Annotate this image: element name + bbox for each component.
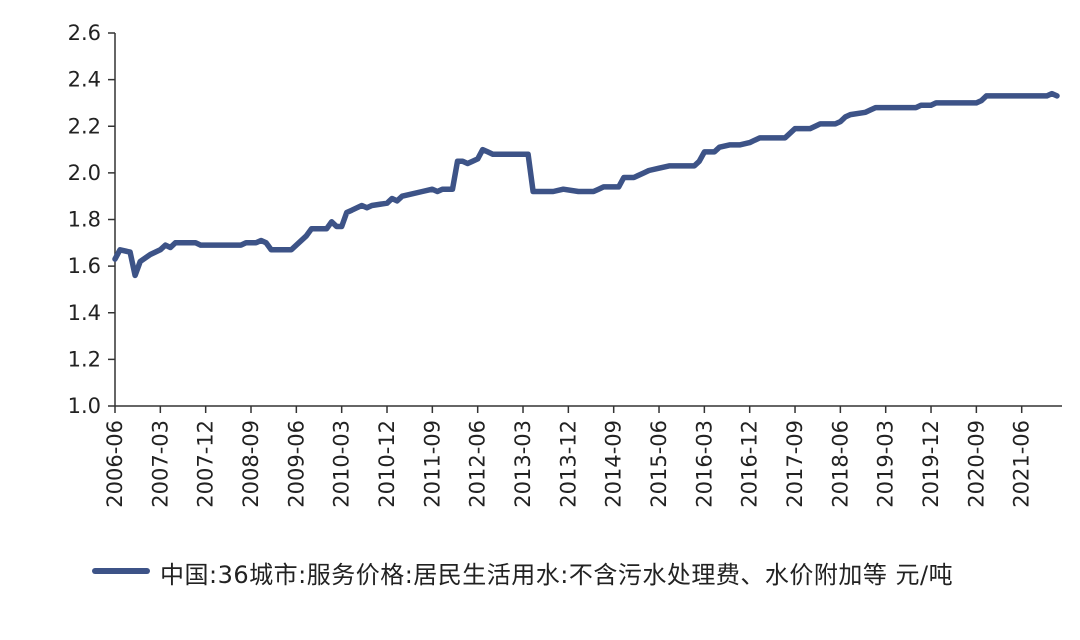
legend-swatch bbox=[92, 568, 150, 574]
x-tick-label: 2007-03 bbox=[148, 420, 172, 508]
x-tick-label: 2016-12 bbox=[738, 420, 762, 508]
x-tick-label: 2018-06 bbox=[828, 420, 852, 508]
x-tick-label: 2015-06 bbox=[647, 420, 671, 508]
y-tick-label: 1.6 bbox=[68, 254, 101, 278]
x-tick-label: 2019-12 bbox=[919, 420, 943, 508]
x-tick-label: 2014-09 bbox=[602, 420, 626, 508]
legend-label: 中国:36城市:服务价格:居民生活用水:不含污水处理费、水价附加等 元/吨 bbox=[160, 561, 954, 589]
x-tick-label: 2007-12 bbox=[194, 420, 218, 508]
x-tick-label: 2011-09 bbox=[420, 420, 444, 508]
x-tick-label: 2010-12 bbox=[375, 420, 399, 508]
y-tick-label: 1.8 bbox=[68, 208, 101, 232]
x-tick-label: 2009-06 bbox=[284, 420, 308, 508]
y-tick-label: 1.2 bbox=[68, 347, 101, 371]
x-tick-label: 2006-06 bbox=[103, 420, 127, 508]
x-tick-label: 2019-03 bbox=[874, 420, 898, 508]
y-tick-label: 2.0 bbox=[68, 161, 101, 185]
y-tick-label: 1.0 bbox=[68, 394, 101, 418]
x-tick-label: 2017-09 bbox=[783, 420, 807, 508]
y-tick-label: 2.4 bbox=[68, 68, 101, 92]
x-tick-label: 2013-12 bbox=[556, 420, 580, 508]
x-tick-label: 2008-09 bbox=[239, 420, 263, 508]
x-tick-label: 2020-09 bbox=[964, 420, 988, 508]
x-tick-label: 2016-03 bbox=[692, 420, 716, 508]
x-tick-label: 2010-03 bbox=[330, 420, 354, 508]
x-tick-label: 2012-06 bbox=[466, 420, 490, 508]
series-line bbox=[112, 90, 1060, 279]
y-tick-label: 2.6 bbox=[68, 21, 101, 45]
x-tick-label: 2021-06 bbox=[1010, 420, 1034, 508]
y-tick-label: 2.2 bbox=[68, 114, 101, 138]
y-tick-label: 1.4 bbox=[68, 301, 101, 325]
x-tick-label: 2013-03 bbox=[511, 420, 535, 508]
